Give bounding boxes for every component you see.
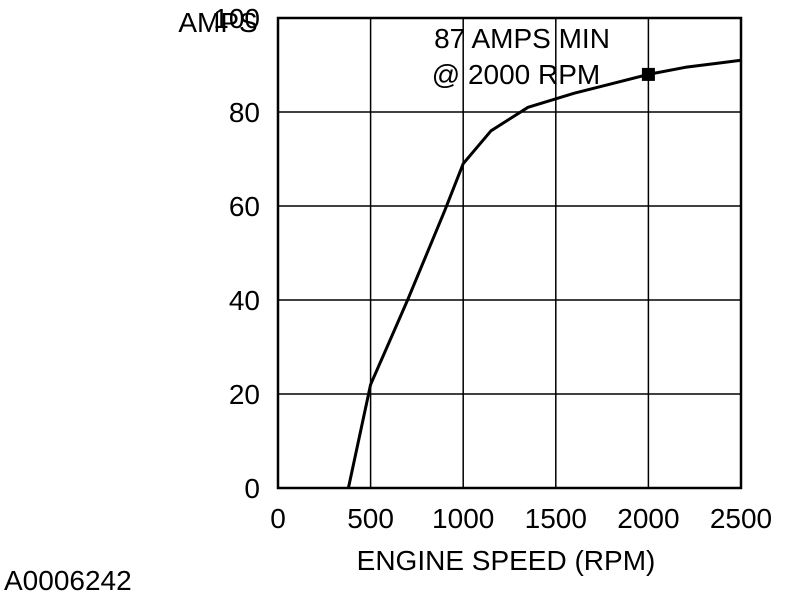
min-output-marker: [641, 67, 655, 81]
x-axis-label: ENGINE SPEED (RPM): [357, 545, 656, 576]
x-tick-label-2500: 2500: [710, 503, 772, 534]
annotation-line-1: 87 AMPS MIN: [434, 23, 610, 54]
y-tick-label-100: 100: [213, 3, 260, 34]
y-tick-label-0: 0: [244, 473, 260, 504]
x-tick-label-2000: 2000: [617, 503, 679, 534]
plot-frame: [276, 16, 743, 490]
x-tick-label-1500: 1500: [525, 503, 587, 534]
y-tick-label-60: 60: [229, 191, 260, 222]
series-line-0: [346, 58, 742, 489]
x-tick-label-0: 0: [270, 503, 286, 534]
x-tick-label-500: 500: [347, 503, 394, 534]
y-tick-label-20: 20: [229, 379, 260, 410]
y-axis-label: AMPS: [178, 7, 257, 38]
y-tick-label-40: 40: [229, 285, 260, 316]
grid: [278, 18, 741, 488]
y-tick-label-80: 80: [229, 97, 260, 128]
x-tick-label-1000: 1000: [432, 503, 494, 534]
annotation-line-2: @ 2000 RPM: [432, 59, 601, 90]
markers: [641, 67, 655, 81]
y-tick-labels: 0 20 40 60 80 100: [213, 3, 260, 504]
figure-id: A0006242: [4, 565, 132, 596]
x-tick-labels: 0 500 1000 1500 2000 2500: [270, 503, 772, 534]
series-lines: [346, 58, 742, 489]
